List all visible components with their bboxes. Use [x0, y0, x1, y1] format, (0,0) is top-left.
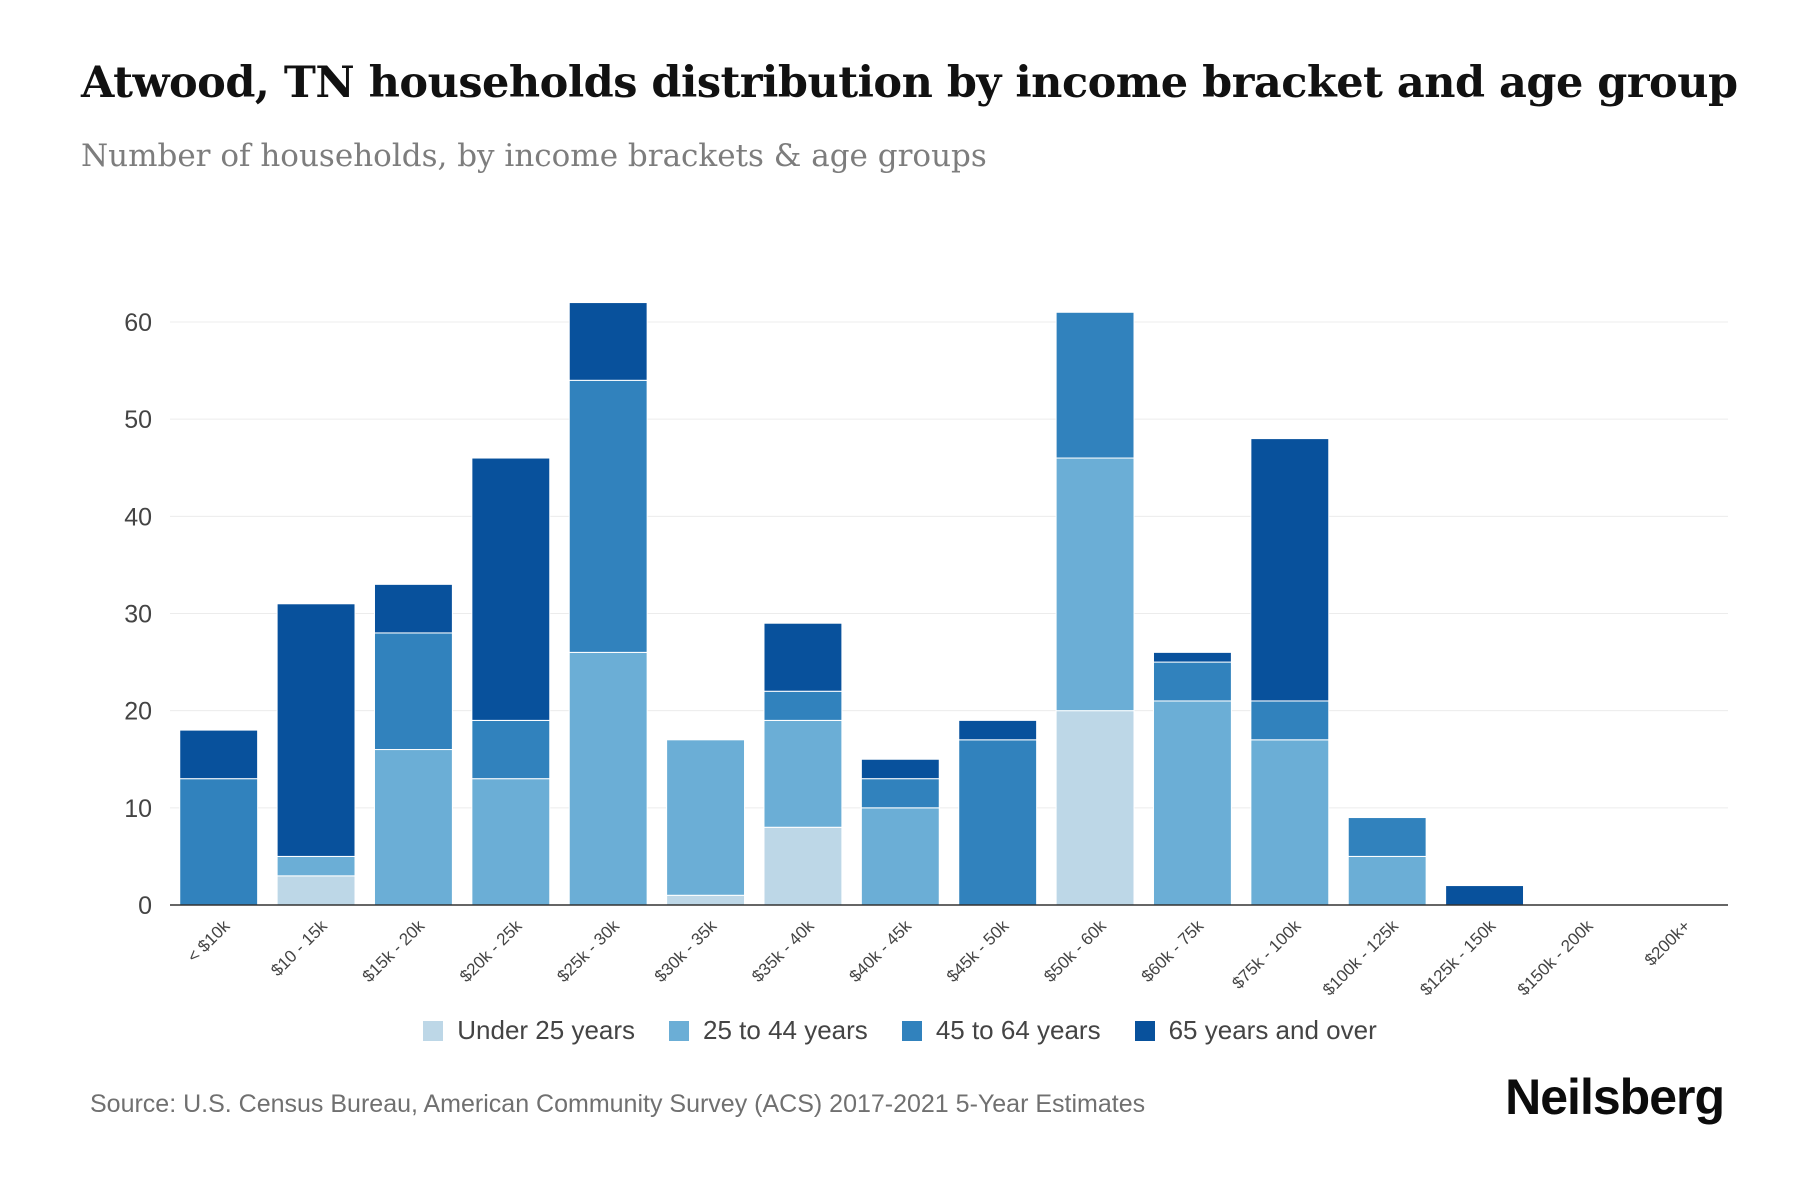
- bar-segment: [1445, 885, 1525, 906]
- bar-segment: [666, 739, 746, 896]
- x-tick-label: $200k+: [1641, 916, 1694, 969]
- x-tick-label: $50k - 60k: [1040, 916, 1110, 986]
- bar-segment: [373, 749, 453, 906]
- bar-segment: [1152, 700, 1232, 906]
- bar-segment: [666, 894, 746, 906]
- legend-swatch: [423, 1020, 444, 1041]
- bar-segment: [860, 807, 940, 906]
- legend-label: 45 to 64 years: [935, 1015, 1101, 1045]
- legend-swatch: [1134, 1020, 1155, 1041]
- legend-label: Under 25 years: [457, 1015, 636, 1045]
- bar-segment: [568, 651, 648, 906]
- bar-segment: [763, 622, 843, 692]
- y-tick-label: 30: [124, 601, 152, 629]
- bar-segment: [860, 778, 940, 809]
- bar-segment: [471, 457, 551, 721]
- bar-segment: [763, 826, 843, 906]
- bar-segment: [1152, 651, 1232, 663]
- legend-label: 25 to 44 years: [703, 1015, 868, 1045]
- bar-segment: [1152, 661, 1232, 702]
- x-tick-label: $100k - 125k: [1319, 916, 1402, 999]
- x-tick-label: $15k - 20k: [359, 916, 429, 986]
- y-tick-label: 60: [124, 309, 152, 337]
- legend-item: 45 to 64 years: [901, 1015, 1101, 1046]
- chart-title: Atwood, TN households distribution by in…: [81, 58, 1738, 108]
- source-note: Source: U.S. Census Bureau, American Com…: [90, 1090, 1146, 1118]
- legend-swatch: [901, 1020, 922, 1041]
- x-tick-label: $125k - 150k: [1416, 916, 1499, 999]
- x-tick-label: $20k - 25k: [456, 916, 526, 986]
- bar-segment: [373, 583, 453, 634]
- brand-logo: Neilsberg: [1505, 1069, 1725, 1125]
- bar-segment: [276, 875, 356, 906]
- x-tick-label: $10 - 15k: [267, 916, 331, 980]
- bar-segment: [1055, 457, 1135, 712]
- stacked-bar-chart: 0 10 20 30 40 50 60 < $10k $10 - 15k $15k - 20k $2…: [124, 302, 1728, 999]
- x-tick-label: $150k - 200k: [1514, 916, 1597, 999]
- y-tick-label: 20: [124, 698, 152, 726]
- bar-segment: [373, 632, 453, 751]
- bar-segment: [1250, 438, 1330, 702]
- bar-segment: [1250, 700, 1330, 741]
- legend-item: 25 to 44 years: [669, 1015, 868, 1046]
- bar-segment: [1055, 311, 1135, 459]
- bar-segment: [860, 758, 940, 780]
- legend-label: 65 years and over: [1168, 1015, 1377, 1045]
- bar-segment: [179, 729, 259, 780]
- bar-segment: [276, 855, 356, 877]
- legend-item: 65 years and over: [1134, 1015, 1377, 1046]
- bar-segment: [1055, 710, 1135, 906]
- bar-segment: [568, 302, 648, 381]
- x-tick-label: $60k - 75k: [1138, 916, 1208, 986]
- y-tick-label: 50: [124, 406, 152, 434]
- bar-segment: [763, 719, 843, 828]
- bar-segment: [1347, 817, 1427, 857]
- y-tick-label: 10: [124, 795, 152, 823]
- bar-segment: [568, 379, 648, 653]
- y-tick-label: 40: [124, 503, 152, 531]
- bar-segment: [958, 739, 1038, 906]
- bar-segment: [1250, 739, 1330, 906]
- x-tick-label: $35k - 40k: [748, 916, 818, 986]
- x-tick-label: $45k - 50k: [943, 916, 1013, 986]
- y-tick-label: 0: [138, 892, 152, 920]
- x-tick-label: $75k - 100k: [1228, 916, 1305, 993]
- legend: Under 25 years 25 to 44 years 45 to 64 yea…: [0, 1015, 1800, 1046]
- x-tick-label: < $10k: [184, 916, 234, 966]
- bar-segment: [1347, 855, 1427, 906]
- legend-item: Under 25 years: [423, 1015, 635, 1046]
- x-tick-label: $25k - 30k: [553, 916, 623, 986]
- chart-subtitle: Number of households, by income brackets…: [81, 138, 987, 174]
- legend-swatch: [669, 1020, 690, 1041]
- bar-segment: [471, 778, 551, 906]
- bar-segment: [179, 778, 259, 906]
- bar-segment: [763, 690, 843, 721]
- bar-segment: [958, 719, 1038, 741]
- bar-segment: [276, 603, 356, 857]
- x-tick-label: $40k - 45k: [846, 916, 916, 986]
- bar-segment: [471, 719, 551, 780]
- x-tick-label: $30k - 35k: [651, 916, 721, 986]
